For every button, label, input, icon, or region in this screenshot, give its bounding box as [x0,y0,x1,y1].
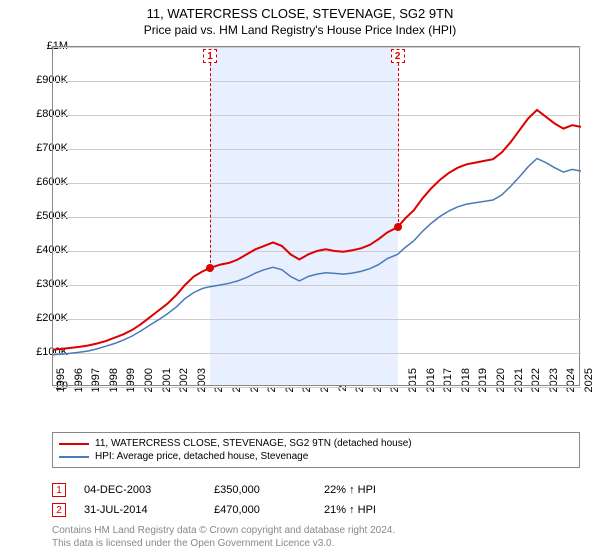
sales-row: 1 04-DEC-2003£350,00022% ↑ HPI [52,480,424,500]
legend-label: 11, WATERCRESS CLOSE, STEVENAGE, SG2 9TN… [95,438,412,449]
legend-swatch [59,456,89,458]
footer-line-1: Contains HM Land Registry data © Crown c… [52,524,395,537]
footer: Contains HM Land Registry data © Crown c… [52,524,395,550]
marker-point-2 [394,223,402,231]
series-line-property [53,110,581,350]
legend-box: 11, WATERCRESS CLOSE, STEVENAGE, SG2 9TN… [52,432,580,468]
legend-label: HPI: Average price, detached house, Stev… [95,451,308,462]
legend-item: 11, WATERCRESS CLOSE, STEVENAGE, SG2 9TN… [59,437,573,450]
plot-svg [53,47,581,387]
sales-price: £350,000 [214,484,324,496]
sales-diff: 21% ↑ HPI [324,504,424,516]
grid-line-h [53,387,581,388]
legend-swatch [59,443,89,445]
marker-point-1 [206,264,214,272]
footer-line-2: This data is licensed under the Open Gov… [52,537,395,550]
plot-area: 12 [52,46,580,386]
chart-subtitle: Price paid vs. HM Land Registry's House … [0,21,600,37]
legend-item: HPI: Average price, detached house, Stev… [59,450,573,463]
chart-container: 11, WATERCRESS CLOSE, STEVENAGE, SG2 9TN… [0,0,600,560]
series-line-hpi [53,159,581,355]
sales-diff: 22% ↑ HPI [324,484,424,496]
sales-marker: 1 [52,483,66,497]
sales-row: 2 31-JUL-2014£470,00021% ↑ HPI [52,500,424,520]
marker-line-1 [210,63,211,268]
marker-line-2 [398,63,399,227]
chart-title: 11, WATERCRESS CLOSE, STEVENAGE, SG2 9TN [0,0,600,21]
x-tick-label: 2025 [583,368,595,398]
marker-box-1: 1 [203,49,217,63]
marker-box-2: 2 [391,49,405,63]
sales-price: £470,000 [214,504,324,516]
legend: 11, WATERCRESS CLOSE, STEVENAGE, SG2 9TN… [52,432,580,468]
sales-marker: 2 [52,503,66,517]
sales-table: 1 04-DEC-2003£350,00022% ↑ HPI 2 31-JUL-201… [52,480,424,520]
sales-date: 31-JUL-2014 [84,504,214,516]
sales-date: 04-DEC-2003 [84,484,214,496]
